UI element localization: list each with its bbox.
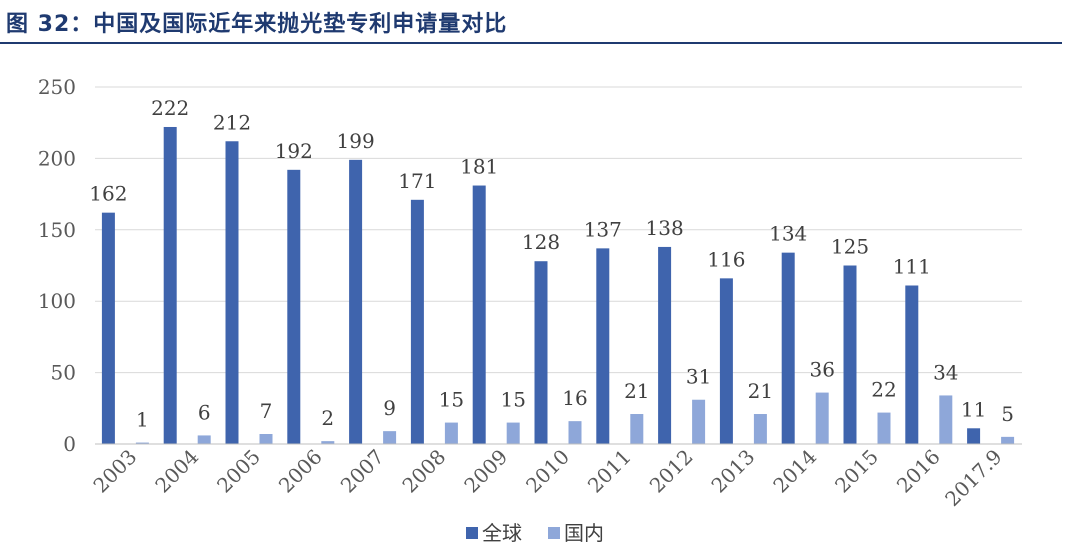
data-label-domestic: 21: [748, 379, 773, 403]
x-tick-label: 2014: [768, 445, 821, 498]
bar-global: [163, 126, 177, 444]
x-tick-label: 2009: [459, 445, 512, 498]
bar-global: [781, 252, 795, 444]
data-label-domestic: 34: [933, 360, 958, 384]
bar-domestic: [444, 422, 458, 444]
y-tick-label: 0: [63, 432, 76, 456]
y-tick-label: 250: [38, 75, 76, 99]
data-label-domestic: 1: [136, 408, 149, 432]
bar-global: [349, 159, 363, 444]
bar-domestic: [877, 412, 891, 444]
data-label-global: 134: [769, 222, 807, 246]
data-label-global: 128: [522, 230, 560, 254]
bar-global: [225, 141, 239, 444]
bar-global: [101, 212, 115, 444]
y-tick-label: 50: [51, 361, 76, 385]
legend-swatch: [548, 527, 560, 539]
bar-domestic: [506, 422, 520, 444]
bar-global: [534, 261, 548, 444]
x-tick-label: 2007: [336, 445, 389, 498]
bar-domestic: [630, 414, 644, 444]
data-label-domestic: 5: [1001, 402, 1014, 426]
x-tick-label: 2003: [88, 445, 141, 498]
data-label-global: 138: [646, 216, 684, 240]
x-tick-label: 2011: [583, 445, 636, 498]
x-tick-label: 2004: [150, 445, 203, 498]
data-label-domestic: 9: [383, 396, 396, 420]
y-tick-label: 150: [38, 218, 76, 242]
bar-domestic: [1001, 436, 1015, 444]
x-tick-label: 2012: [645, 445, 698, 498]
x-axis: 2003 2004 2005 2006 2007 2008 2009 2010 2011 2012…: [88, 443, 1022, 511]
bar-domestic: [259, 434, 273, 444]
data-label-global: 162: [89, 182, 127, 206]
bar-global: [472, 185, 486, 445]
figure-title: 图 32：中国及国际近年来抛光垫专利申请量对比: [6, 12, 508, 37]
y-tick-label: 200: [38, 146, 76, 170]
data-label-domestic: 22: [871, 378, 896, 402]
bar-domestic: [753, 414, 767, 444]
bar-global: [719, 278, 733, 444]
data-label-global: 125: [831, 235, 869, 259]
data-label-domestic: 36: [809, 358, 834, 382]
bar-global: [905, 285, 919, 444]
data-label-global: 116: [707, 247, 745, 271]
x-tick-label: 2015: [830, 445, 883, 498]
legend-label: 国内: [564, 521, 604, 545]
bar-global: [843, 265, 857, 444]
bar-global: [658, 246, 672, 444]
bar-domestic: [692, 399, 706, 444]
data-label-global: 111: [893, 254, 931, 278]
data-label-global: 192: [275, 139, 313, 163]
bar-global: [287, 169, 301, 444]
x-tick-label: 2013: [706, 445, 759, 498]
bar-domestic: [568, 421, 582, 444]
y-axis: 0 50 100 150 200 250: [38, 75, 76, 456]
legend-swatch: [466, 527, 478, 539]
title-divider: [0, 42, 1062, 44]
data-label-domestic: 2: [321, 406, 334, 430]
bar-domestic: [135, 442, 149, 444]
data-label-domestic: 31: [686, 365, 711, 389]
bar-global: [967, 428, 981, 444]
bar-domestic: [815, 392, 829, 444]
data-label-domestic: 7: [260, 399, 273, 423]
bar-global: [596, 248, 610, 444]
bar-global: [410, 199, 424, 444]
legend-label: 全球: [482, 521, 522, 545]
data-labels: 162 1 222 6 212 7 192 2 199 9 171 15 181 15 128 16 137 21…: [89, 96, 1014, 432]
x-tick-label: 2017.9: [940, 445, 1006, 511]
bar-domestic: [197, 435, 211, 444]
data-label-global: 199: [337, 129, 375, 153]
legend: 全球 国内: [466, 521, 604, 545]
data-label-global: 137: [584, 217, 622, 241]
data-label-domestic: 21: [624, 379, 649, 403]
data-label-domestic: 6: [198, 400, 211, 424]
bar-domestic: [939, 395, 953, 444]
x-tick-label: 2005: [212, 445, 265, 498]
x-tick-label: 2006: [274, 445, 327, 498]
data-label-global: 222: [151, 96, 189, 120]
x-tick-label: 2010: [521, 445, 574, 498]
data-label-domestic: 15: [439, 388, 464, 412]
x-tick-label: 2016: [892, 445, 945, 498]
x-tick-label: 2008: [397, 445, 450, 498]
data-label-domestic: 16: [562, 386, 587, 410]
bar-domestic: [383, 431, 397, 444]
data-label-global: 171: [398, 169, 436, 193]
y-tick-label: 100: [38, 289, 76, 313]
data-label-global: 212: [213, 110, 251, 134]
data-label-global: 181: [460, 155, 498, 179]
data-label-domestic: 15: [500, 388, 525, 412]
bar-series: [101, 126, 1015, 445]
bar-domestic: [321, 441, 335, 444]
data-label-global: 11: [961, 397, 986, 421]
